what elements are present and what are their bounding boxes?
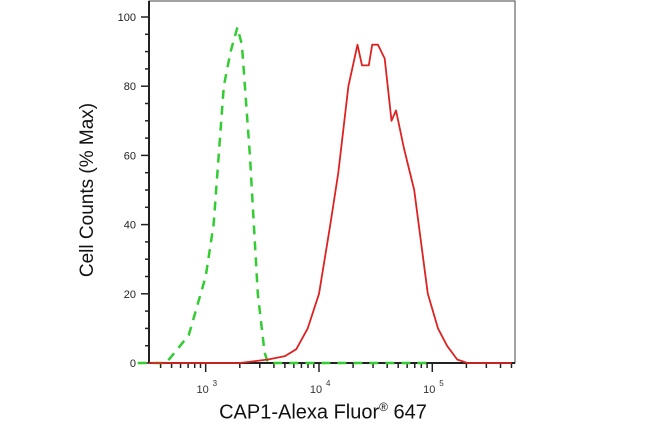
x-axis-label: CAP1-Alexa Fluor® 647 — [219, 400, 427, 425]
y-tick-label: 80 — [124, 81, 136, 93]
y-tick-label: 0 — [130, 358, 136, 370]
x-axis-label-text: CAP1-Alexa Fluor — [219, 401, 380, 424]
x-tick-label: 10 — [197, 384, 209, 396]
y-tick-label: 60 — [124, 150, 136, 162]
sample-histogram-line — [149, 43, 512, 364]
x-tick-label: 10 — [310, 384, 322, 396]
y-axis-label: Cell Counts (% Max) — [77, 102, 98, 278]
control-histogram-line — [137, 26, 433, 365]
y-tick-label: 20 — [124, 289, 136, 301]
registered-mark: ® — [379, 400, 388, 414]
x-tick-exponent: 5 — [439, 379, 444, 388]
x-axis-label-suffix: 647 — [393, 401, 427, 424]
y-tick-label: 40 — [124, 220, 136, 232]
x-tick-label: 10 — [423, 384, 435, 396]
y-tick-label: 100 — [118, 12, 136, 24]
x-tick-exponent: 3 — [213, 379, 218, 388]
x-tick-exponent: 4 — [326, 379, 331, 388]
plot-frame — [148, 0, 516, 364]
